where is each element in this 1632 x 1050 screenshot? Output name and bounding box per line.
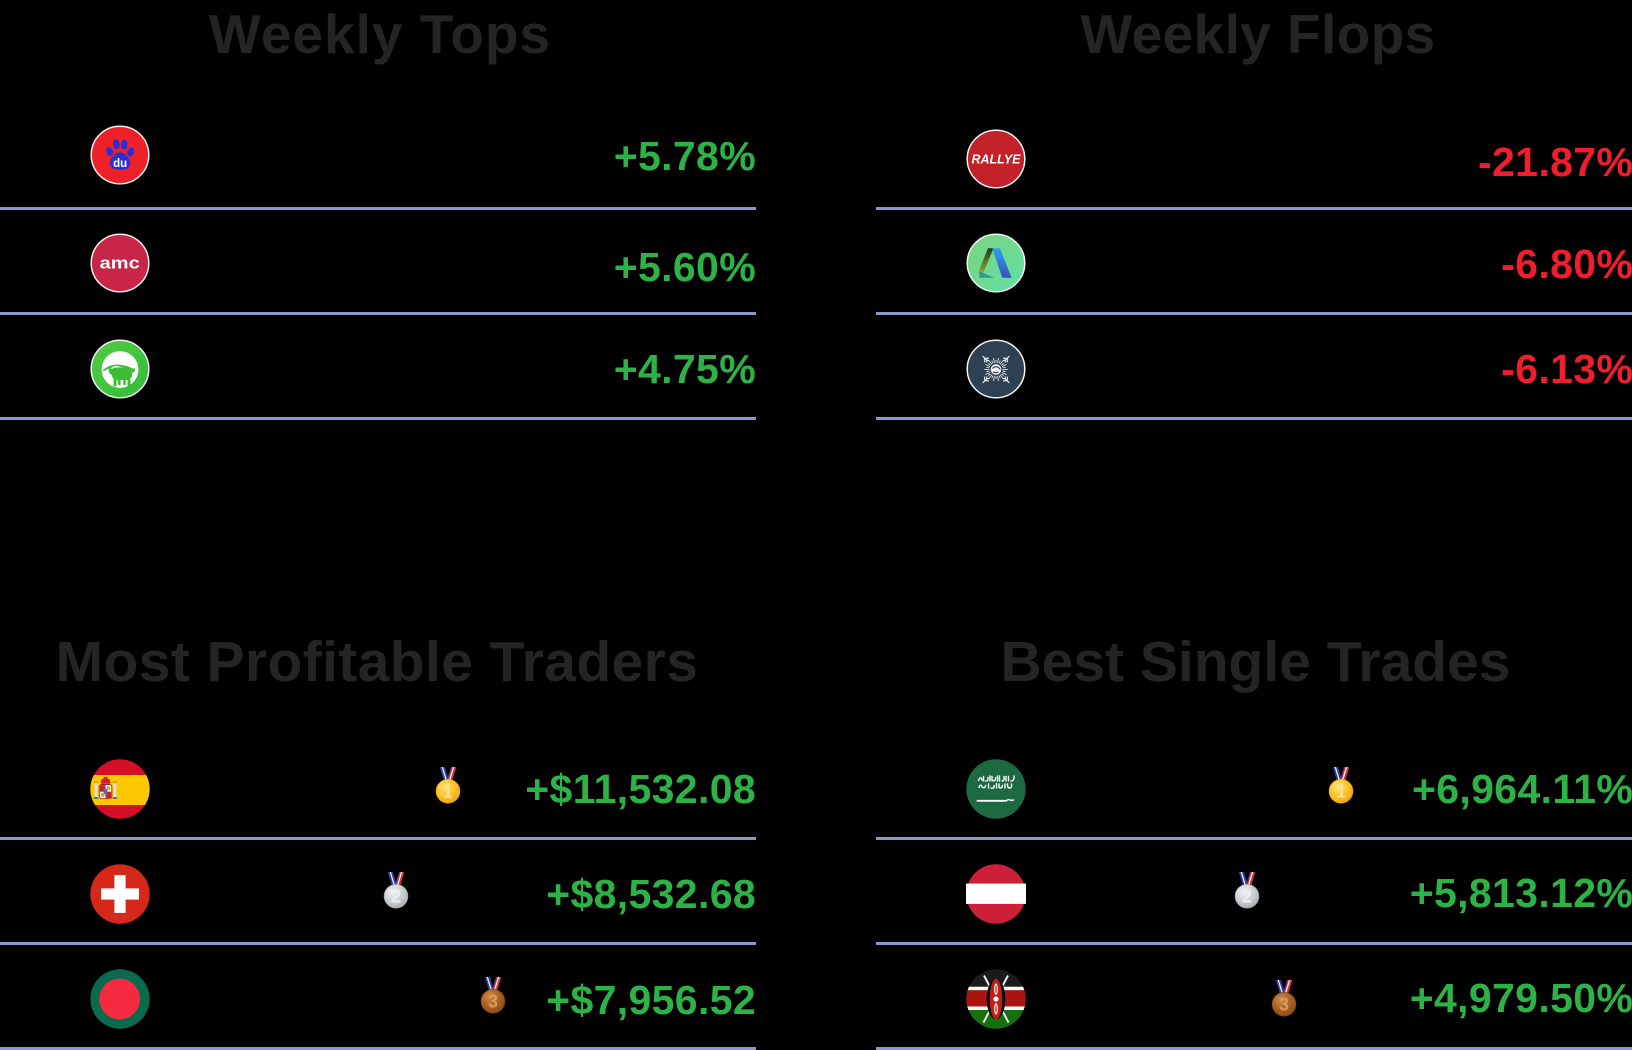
svg-text:du: du (113, 158, 127, 170)
svg-text:2: 2 (1242, 887, 1252, 907)
svg-text:2: 2 (391, 887, 401, 907)
svg-text:1: 1 (1336, 781, 1346, 801)
svg-text:amc: amc (100, 254, 140, 273)
svg-text:RALLYE: RALLYE (971, 151, 1020, 166)
svg-text:1: 1 (443, 781, 453, 801)
svg-text:3: 3 (1279, 994, 1289, 1014)
svg-text:3: 3 (488, 991, 498, 1011)
